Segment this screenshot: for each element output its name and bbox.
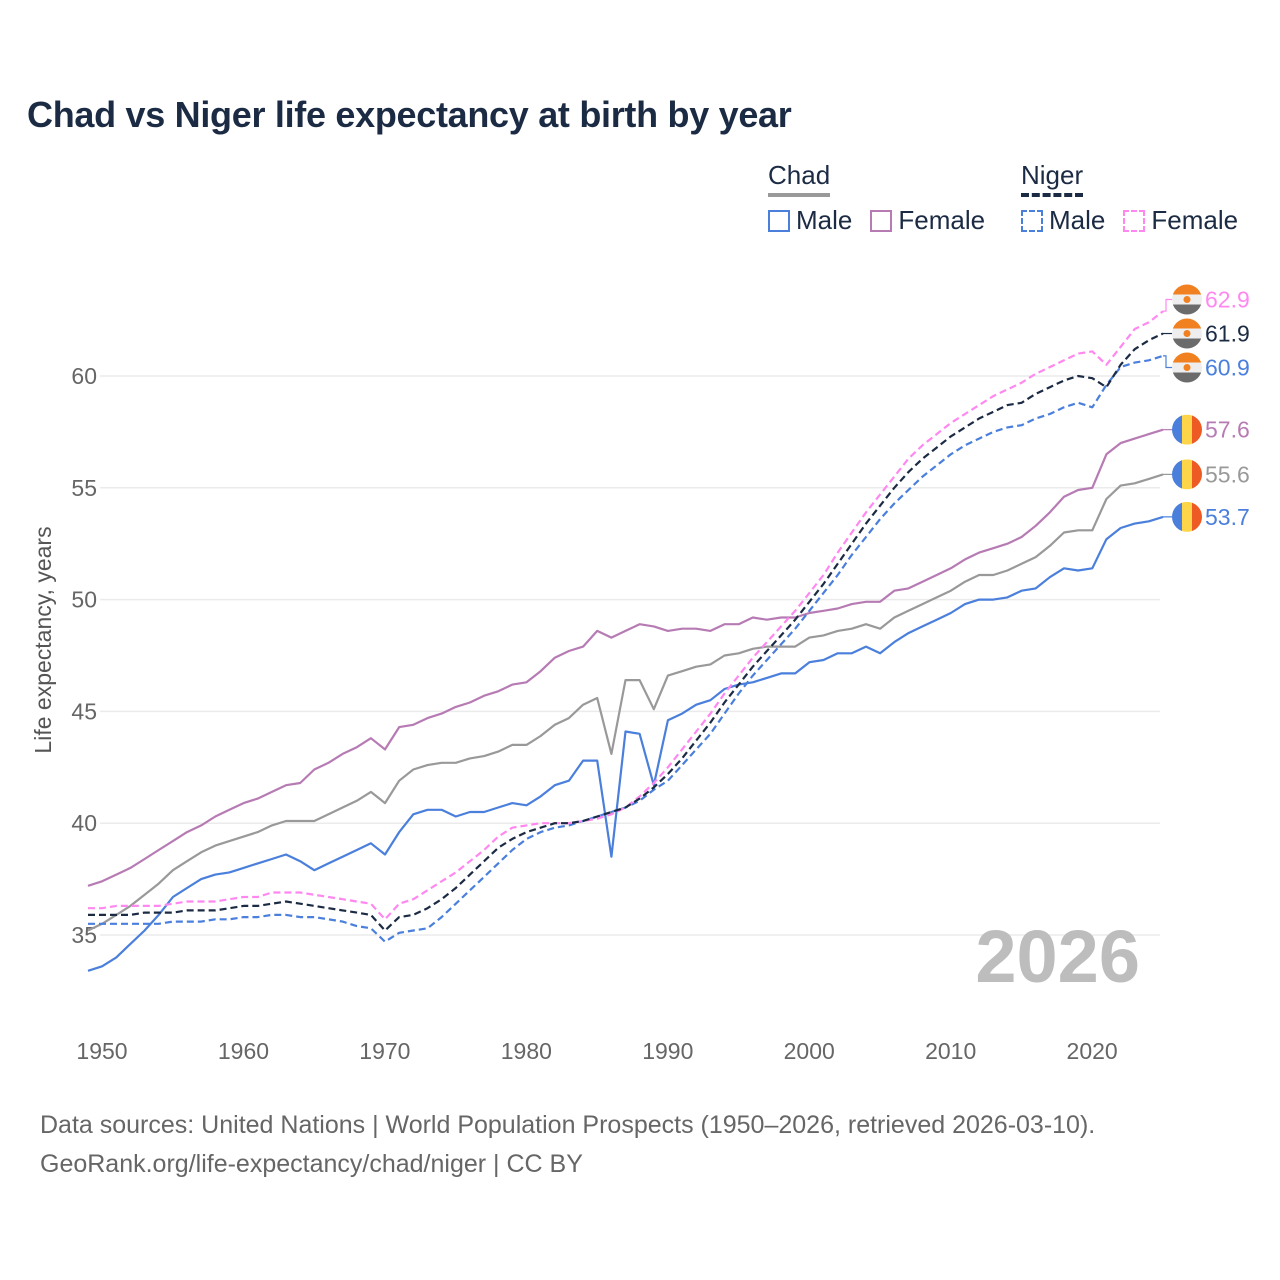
series-line-niger-male bbox=[88, 354, 1164, 943]
flag-stripe bbox=[1172, 372, 1202, 383]
flag-stripe bbox=[1172, 459, 1182, 490]
end-label-chad-female: 57.6 bbox=[1163, 414, 1250, 445]
legend-swatch bbox=[870, 209, 893, 232]
end-label-chad: 55.6 bbox=[1163, 459, 1250, 490]
flag-stripe bbox=[1192, 501, 1202, 532]
chad-flag-icon bbox=[1172, 414, 1202, 445]
series-line-chad-female bbox=[87, 428, 1164, 887]
series-line-niger bbox=[88, 332, 1164, 932]
niger-flag-icon bbox=[1172, 284, 1202, 315]
x-tick-label: 1950 bbox=[76, 1038, 127, 1064]
flag-stripe bbox=[1172, 304, 1202, 315]
flag-emblem bbox=[1183, 364, 1191, 372]
flag-stripe bbox=[1192, 459, 1202, 490]
series-line-chad-male bbox=[87, 515, 1164, 972]
legend-item-chad-female[interactable]: Female bbox=[870, 205, 985, 236]
legend-group-chad: Chad Male Female bbox=[768, 160, 1003, 236]
source-link[interactable]: GeoRank.org/life-expectancy/chad/niger |… bbox=[40, 1150, 583, 1178]
x-tick-label: 1960 bbox=[218, 1038, 269, 1064]
flag-stripe bbox=[1172, 414, 1182, 445]
legend-label: Male bbox=[796, 205, 853, 235]
end-value: 60.9 bbox=[1205, 355, 1250, 381]
y-tick-label: 55 bbox=[71, 475, 97, 501]
end-labels: 62.9 61.9 60.9 57.6 55.6 53.7 bbox=[1163, 284, 1250, 532]
flag-stripe bbox=[1172, 501, 1182, 532]
end-value: 61.9 bbox=[1205, 321, 1250, 347]
y-tick-label: 45 bbox=[71, 698, 97, 724]
legend-swatch bbox=[1123, 209, 1146, 232]
flag-stripe bbox=[1182, 414, 1192, 445]
end-value: 53.7 bbox=[1205, 504, 1250, 530]
flag-stripe bbox=[1172, 338, 1202, 349]
flag-stripe bbox=[1192, 414, 1202, 445]
legend-country-chad: Chad bbox=[768, 160, 831, 197]
source-note: Data sources: United Nations | World Pop… bbox=[40, 1106, 1095, 1184]
end-label-chad-male: 53.7 bbox=[1163, 501, 1250, 532]
flag-stripe bbox=[1172, 352, 1202, 363]
legend-swatch bbox=[1021, 209, 1043, 232]
y-tick-label: 40 bbox=[71, 810, 97, 836]
legend-label: Female bbox=[898, 205, 986, 235]
x-tick-label: 1980 bbox=[501, 1038, 552, 1064]
x-tick-label: 2000 bbox=[784, 1038, 835, 1064]
chart-title: Chad vs Niger life expectancy at birth b… bbox=[27, 94, 792, 135]
series-lines bbox=[87, 310, 1164, 972]
connector-line bbox=[1163, 355, 1172, 369]
x-tick-label: 2010 bbox=[925, 1038, 976, 1064]
y-axis-label: Life expectancy, years bbox=[30, 526, 56, 753]
flag-stripe bbox=[1182, 501, 1192, 532]
chad-flag-icon bbox=[1172, 501, 1202, 532]
series-line-niger-female bbox=[88, 310, 1164, 921]
grid bbox=[100, 375, 1160, 936]
y-tick-label: 50 bbox=[71, 587, 97, 613]
legend-swatch bbox=[768, 209, 790, 232]
x-tick-label: 1990 bbox=[642, 1038, 693, 1064]
niger-flag-icon bbox=[1172, 352, 1202, 383]
legend-group-niger: Niger Male Female bbox=[1021, 160, 1256, 236]
end-value: 57.6 bbox=[1205, 417, 1250, 443]
end-label-niger-female: 62.9 bbox=[1163, 284, 1250, 315]
chad-flag-icon bbox=[1172, 459, 1202, 490]
legend-item-niger-male[interactable]: Male bbox=[1021, 205, 1105, 236]
connector-line bbox=[1163, 298, 1172, 312]
y-tick-label: 60 bbox=[71, 363, 97, 389]
x-tick-label: 1970 bbox=[359, 1038, 410, 1064]
legend-item-niger-female[interactable]: Female bbox=[1123, 205, 1238, 236]
end-label-niger: 61.9 bbox=[1163, 318, 1250, 349]
flag-stripe bbox=[1172, 284, 1202, 295]
y-tick-label: 35 bbox=[71, 922, 97, 948]
flag-stripe bbox=[1182, 459, 1192, 490]
end-value: 55.6 bbox=[1205, 461, 1250, 487]
source-line: Data sources: United Nations | World Pop… bbox=[40, 1111, 1096, 1139]
legend-label: Female bbox=[1151, 205, 1239, 235]
flag-emblem bbox=[1183, 330, 1191, 338]
legend-item-chad-male[interactable]: Male bbox=[768, 205, 852, 236]
year-watermark: 2026 bbox=[975, 915, 1140, 998]
flag-emblem bbox=[1183, 296, 1191, 304]
niger-flag-icon bbox=[1172, 318, 1202, 349]
end-value: 62.9 bbox=[1205, 287, 1250, 313]
legend-label: Male bbox=[1049, 205, 1106, 235]
legend-country-niger: Niger bbox=[1021, 160, 1084, 197]
series-line-chad bbox=[87, 473, 1164, 932]
flag-stripe bbox=[1172, 318, 1202, 329]
axes: 35 40 45 50 55 60 1950 1960 1970 1980 1990 2000 2010… bbox=[71, 363, 1117, 1064]
end-label-niger-male: 60.9 bbox=[1163, 352, 1250, 383]
x-tick-label: 2020 bbox=[1067, 1038, 1118, 1064]
